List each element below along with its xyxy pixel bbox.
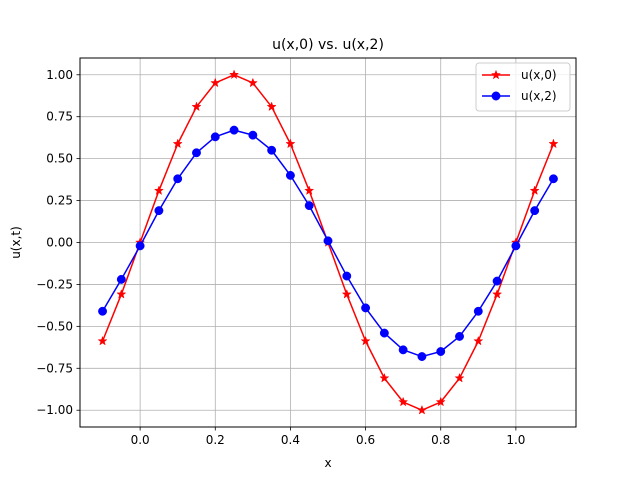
data-point [398,345,408,355]
data-point [210,77,221,88]
y-tick-label: 0.75 [46,110,73,124]
data-point [135,241,145,251]
data-point [173,174,183,184]
data-point [228,69,240,80]
data-point [361,303,371,313]
x-tick-label: 0.2 [206,433,225,447]
legend: u(x,0) u(x,2) [475,62,571,112]
data-point [435,396,446,407]
data-point [455,331,464,341]
legend-label: u(x,0) [521,68,557,82]
data-point [379,372,390,383]
data-point [473,306,483,316]
data-point [342,271,352,281]
data-point [154,206,164,216]
x-tick-label: 0.6 [356,433,375,447]
axis-ticks: 0.0 0.2 0.4 0.6 0.8 1.0 −1.00 −0.75 −0.50 −0.25 0.… [36,68,525,447]
y-tick-label: −1.00 [36,403,73,417]
y-tick-label: −0.75 [36,361,73,375]
data-point [492,289,503,299]
legend-marker [491,91,501,101]
chart-title: u(x,0) vs. u(x,2) [272,37,384,53]
data-point [248,130,258,140]
data-point [285,138,296,149]
x-tick-label: 1.0 [506,433,525,447]
legend-items: u(x,0) u(x,2) [482,68,557,103]
legend-label: u(x,2) [521,89,557,103]
data-point [97,335,108,346]
data-point [98,306,107,316]
data-point [548,138,559,149]
series-group [97,69,559,415]
data-point [247,77,258,88]
x-tick-label: 0.8 [431,433,450,447]
y-tick-label: 1.00 [46,68,73,82]
data-point [192,148,201,158]
y-tick-label: 0.50 [46,152,73,166]
y-tick-label: −0.50 [36,319,73,333]
x-axis-label: x [324,456,331,470]
x-tick-label: 0.4 [281,433,300,447]
y-tick-label: 0.00 [46,236,73,250]
data-point [454,372,465,383]
data-point [341,288,352,299]
data-point [172,138,183,149]
data-point [266,101,277,112]
data-point [191,101,202,112]
data-point [529,185,540,195]
data-point [210,132,220,142]
data-point [492,276,502,286]
y-tick-label: 0.25 [46,194,73,208]
data-point [417,352,427,362]
x-tick-label: 0.0 [131,433,150,447]
data-point [323,236,333,246]
data-point [116,288,127,299]
data-point [304,185,315,195]
data-point [416,404,428,415]
legend-marker [490,69,502,80]
data-point [379,328,389,338]
data-point [153,185,164,195]
series-2 [98,125,558,362]
data-point [116,274,126,284]
data-point [530,206,540,216]
data-point [549,174,558,184]
y-axis-label: u(x,t) [9,226,23,259]
data-point [436,347,446,356]
data-point [360,335,371,346]
data-point [267,145,277,155]
data-point [473,335,484,346]
data-point [285,170,295,180]
data-point [304,201,314,211]
data-point [229,125,239,135]
y-tick-label: −0.25 [36,277,73,291]
data-point [398,396,409,407]
data-point [511,241,521,251]
